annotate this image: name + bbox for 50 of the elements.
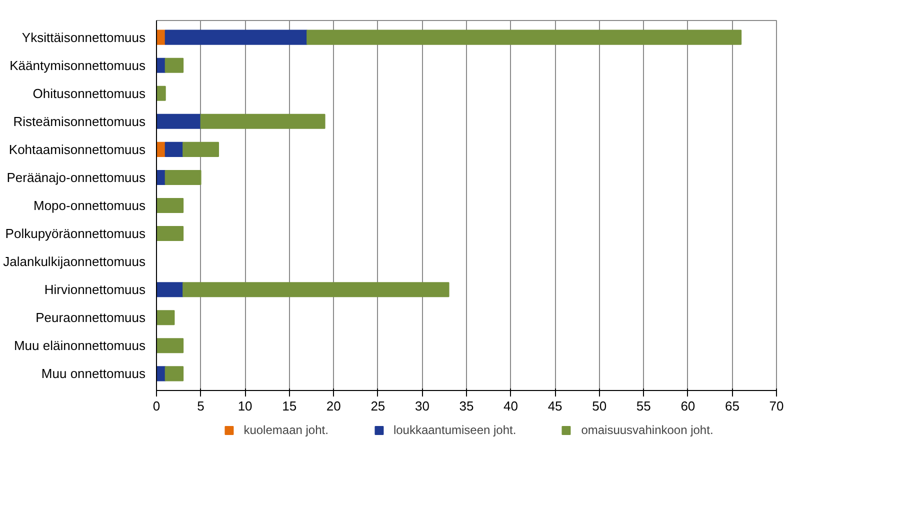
y-tick-label: Peräänajo-onnettomuus — [6, 170, 146, 185]
bar — [164, 170, 202, 185]
x-tick-label: 20 — [326, 398, 341, 414]
x-tick-label: 40 — [504, 398, 518, 414]
bar — [156, 226, 184, 242]
legend-label: kuolemaan joht. — [244, 423, 328, 437]
bar — [156, 198, 184, 214]
bar — [156, 310, 175, 326]
bar — [156, 58, 166, 73]
y-tick-label: Mopo-onnettomuus — [33, 198, 146, 213]
y-tick-label: Hirvionnettomuus — [44, 282, 146, 298]
y-tick-label: Kohtaamisonnettomuus — [8, 142, 146, 157]
bar — [156, 170, 166, 185]
bar — [156, 366, 166, 382]
bar — [164, 30, 308, 45]
bar — [200, 114, 326, 129]
bar — [182, 142, 219, 157]
x-tick-label: 50 — [592, 398, 607, 414]
x-tick-label: 15 — [282, 398, 297, 414]
x-tick-label: 10 — [238, 398, 252, 414]
x-tick-label: 70 — [769, 398, 784, 414]
y-tick-label: Peuraonnettomuus — [36, 310, 146, 326]
y-tick-label: Kääntymisonnettomuus — [10, 58, 146, 73]
x-tick-label: 60 — [680, 398, 696, 414]
y-tick-label: Polkupyöräonnettomuus — [5, 226, 146, 242]
x-tick-label: 55 — [636, 398, 651, 414]
y-tick-label: Yksittäisonnettomuus — [22, 30, 146, 45]
x-tick-label: 35 — [459, 398, 474, 414]
y-tick-label: Jalankulkijaonnettomuus — [3, 254, 146, 270]
bar — [156, 114, 202, 129]
x-tick-label: 5 — [197, 398, 204, 414]
x-tick-label: 25 — [370, 398, 386, 414]
x-tick-label: 45 — [548, 398, 562, 414]
y-tick-label: Ohitusonnettomuus — [32, 86, 146, 101]
bar — [164, 366, 184, 382]
y-tick-label: Muu onnettomuus — [41, 366, 146, 382]
bar — [156, 86, 166, 101]
x-tick-label: 0 — [152, 398, 160, 414]
bar — [182, 282, 450, 298]
bar — [306, 30, 742, 45]
legend-label: loukkaantumiseen joht. — [393, 423, 516, 437]
bar — [156, 282, 184, 298]
bar — [164, 58, 184, 73]
x-tick-label: 30 — [414, 398, 430, 414]
bar — [164, 142, 184, 157]
y-tick-label: Risteämisonnettomuus — [13, 114, 146, 129]
x-tick-label: 65 — [724, 398, 740, 414]
legend-label: omaisuusvahinkoon joht. — [581, 423, 714, 437]
bar — [156, 338, 184, 354]
y-tick-label: Muu eläinonnettomuus — [14, 338, 146, 354]
